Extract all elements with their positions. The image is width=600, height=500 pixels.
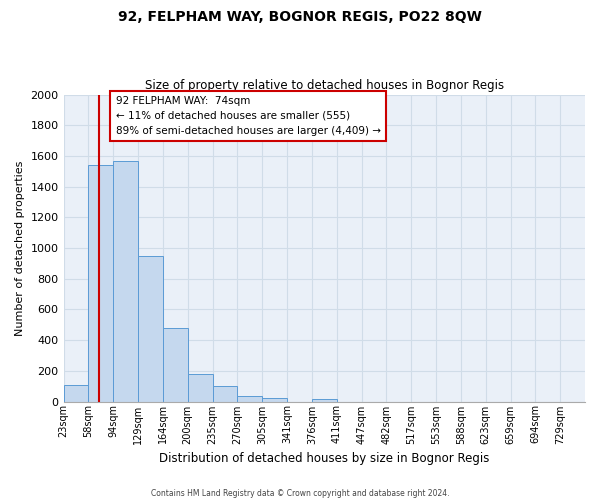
Bar: [262, 398, 287, 402]
Y-axis label: Number of detached properties: Number of detached properties: [15, 160, 25, 336]
X-axis label: Distribution of detached houses by size in Bognor Regis: Distribution of detached houses by size …: [159, 452, 490, 465]
Bar: [188, 374, 212, 402]
Text: Contains HM Land Registry data © Crown copyright and database right 2024.: Contains HM Land Registry data © Crown c…: [151, 488, 449, 498]
Text: 92 FELPHAM WAY:  74sqm
← 11% of detached houses are smaller (555)
89% of semi-de: 92 FELPHAM WAY: 74sqm ← 11% of detached …: [116, 96, 380, 136]
Bar: [64, 384, 88, 402]
Bar: [312, 399, 337, 402]
Bar: [113, 160, 138, 402]
Title: Size of property relative to detached houses in Bognor Regis: Size of property relative to detached ho…: [145, 79, 504, 92]
Bar: [163, 328, 188, 402]
Bar: [88, 165, 113, 402]
Bar: [212, 386, 238, 402]
Text: 92, FELPHAM WAY, BOGNOR REGIS, PO22 8QW: 92, FELPHAM WAY, BOGNOR REGIS, PO22 8QW: [118, 10, 482, 24]
Bar: [238, 396, 262, 402]
Bar: [138, 256, 163, 402]
